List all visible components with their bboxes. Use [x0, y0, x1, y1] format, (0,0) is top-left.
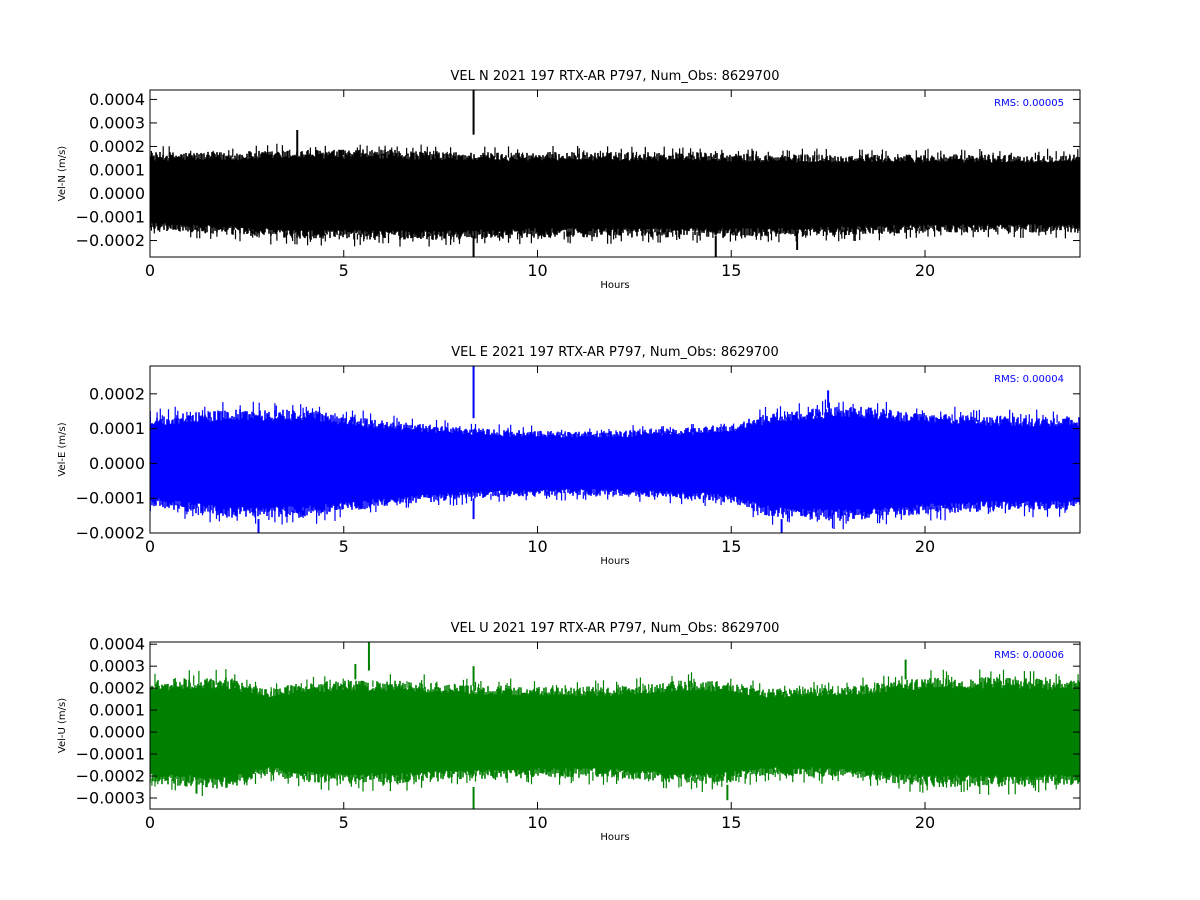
y-axis-label: Vel-E (m/s) [57, 422, 68, 476]
chart-panel-1: 0 5 10 15 20 −0.0002 −0.0001 0.0000 0.0001 0.0002… [57, 69, 1081, 291]
x-tick-label: 20 [915, 261, 935, 280]
noise-trace [150, 149, 1080, 240]
axes-frame [149, 641, 1081, 810]
y-axis-label: Vel-U (m/s) [57, 698, 68, 753]
x-tick-label: 15 [721, 261, 741, 280]
rms-annotation: RMS: 0.00004 [994, 374, 1064, 385]
y-tick-label: 0.0000 [89, 723, 145, 742]
x-tick-label: 0 [145, 813, 155, 832]
x-tick-label: 0 [145, 261, 155, 280]
data-series [150, 366, 1080, 533]
axes-frame [149, 365, 1081, 534]
y-tick-label: 0.0004 [89, 635, 145, 654]
y-tick-label: −0.0002 [76, 524, 145, 543]
y-tick-label: 0.0002 [89, 679, 145, 698]
x-axis-label: Hours [600, 832, 629, 843]
y-tick-label: −0.0002 [76, 767, 145, 786]
y-tick-label: −0.0001 [76, 208, 145, 227]
x-tick-label: 10 [527, 813, 547, 832]
noise-whiskers [150, 143, 1080, 247]
noise-trace [150, 677, 1080, 789]
x-tick-label: 20 [915, 537, 935, 556]
x-tick-label: 5 [339, 537, 349, 556]
chart-title: VEL E 2021 197 RTX-AR P797, Num_Obs: 862… [451, 345, 778, 360]
noise-whiskers [151, 669, 1079, 796]
axes-frame [149, 89, 1081, 258]
y-tick-label: 0.0004 [89, 90, 145, 109]
chart-title: VEL N 2021 197 RTX-AR P797, Num_Obs: 862… [451, 69, 780, 84]
x-axis-label: Hours [600, 556, 629, 567]
x-tick-label: 5 [339, 261, 349, 280]
data-series [150, 90, 1080, 257]
noise-trace [150, 406, 1080, 522]
y-tick-label: −0.0001 [76, 489, 145, 508]
y-tick-label: 0.0002 [89, 137, 145, 156]
y-tick-label: 0.0000 [89, 184, 145, 203]
y-tick-label: −0.0003 [76, 789, 145, 808]
y-tick-label: −0.0002 [76, 231, 145, 250]
y-tick-label: 0.0001 [89, 701, 145, 720]
data-series [150, 642, 1080, 809]
y-tick-label: 0.0002 [89, 384, 145, 403]
chart-panel-3: 0 5 10 15 20 −0.0003 −0.0002 −0.0001 0.0000 0.000… [57, 621, 1081, 843]
x-tick-label: 5 [339, 813, 349, 832]
y-tick-label: −0.0001 [76, 745, 145, 764]
y-tick-label: 0.0003 [89, 113, 145, 132]
y-axis-label: Vel-N (m/s) [57, 146, 68, 201]
x-tick-label: 20 [915, 813, 935, 832]
y-tick-label: 0.0001 [89, 160, 145, 179]
x-axis-label: Hours [600, 280, 629, 291]
x-tick-label: 0 [145, 537, 155, 556]
y-tick-label: 0.0001 [89, 419, 145, 438]
chart-panel-2: 0 5 10 15 20 −0.0002 −0.0001 0.0000 0.0001 0.0002… [57, 345, 1081, 567]
rms-annotation: RMS: 0.00006 [994, 650, 1064, 661]
chart-title: VEL U 2021 197 RTX-AR P797, Num_Obs: 862… [451, 621, 780, 636]
rms-annotation: RMS: 0.00005 [994, 98, 1064, 109]
x-tick-label: 10 [527, 537, 547, 556]
x-tick-label: 15 [721, 813, 741, 832]
y-tick-label: 0.0000 [89, 454, 145, 473]
y-tick-label: 0.0003 [89, 657, 145, 676]
x-tick-label: 10 [527, 261, 547, 280]
x-tick-label: 15 [721, 537, 741, 556]
